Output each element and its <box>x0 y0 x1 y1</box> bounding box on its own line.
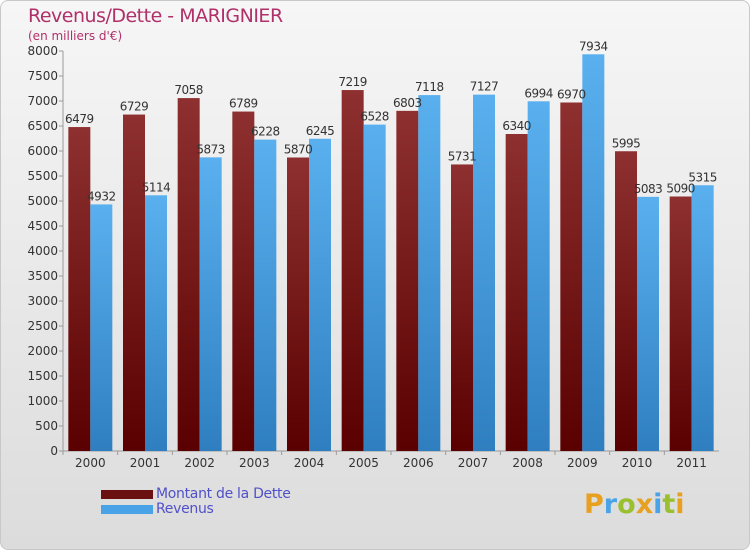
data-label: 7127 <box>470 80 499 94</box>
x-tick-label: 2003 <box>239 456 270 470</box>
y-tick-label: 4000 <box>27 244 58 258</box>
y-tick-label: 0 <box>50 444 58 458</box>
bar-dette <box>177 98 200 451</box>
data-label: 5083 <box>634 182 663 196</box>
data-label: 7058 <box>174 83 203 97</box>
data-label: 6789 <box>229 97 258 111</box>
value-labels: 6479 6729 7058 6789 5870 7219 6803 5731 6340 6970… <box>65 39 717 203</box>
bar-dette <box>615 151 637 451</box>
x-tick-label: 2006 <box>403 456 434 470</box>
data-label: 6970 <box>557 88 586 102</box>
bar-revenus <box>418 95 441 451</box>
bar-revenus <box>363 124 386 451</box>
legend-swatch-debt <box>101 490 153 499</box>
data-label: 4932 <box>87 189 116 203</box>
bar-revenus <box>691 185 714 451</box>
logo-letter: P <box>584 489 604 520</box>
bar-dette <box>451 164 473 451</box>
chart-title: Revenus/Dette - MARIGNIER <box>28 5 283 27</box>
y-tick-label: 3500 <box>27 269 58 283</box>
logo-letter: r <box>603 489 618 520</box>
proxiti-logo: Proxiti <box>584 489 685 520</box>
bar-dette <box>396 110 419 451</box>
y-tick-label: 4500 <box>27 219 58 233</box>
logo-letter: i <box>653 489 663 520</box>
y-tick-label: 500 <box>35 419 58 433</box>
legend-label-revenus: Revenus <box>156 501 214 517</box>
y-tick-label: 6000 <box>27 144 58 158</box>
x-tick-label: 2010 <box>622 456 653 470</box>
y-tick-label: 7500 <box>27 69 58 83</box>
y-tick-label: 6500 <box>27 119 58 133</box>
data-label: 7219 <box>338 75 367 89</box>
x-tick-label: 2004 <box>294 456 325 470</box>
data-label: 6245 <box>306 124 335 138</box>
bar-revenus <box>90 204 113 451</box>
bar-revenus <box>254 139 277 451</box>
x-tick-label: 2008 <box>512 456 543 470</box>
bar-dette <box>232 111 255 452</box>
y-tick-label: 1500 <box>27 369 58 383</box>
x-tick-label: 2011 <box>676 456 707 470</box>
bar-dette <box>560 102 583 451</box>
y-tick-label: 8000 <box>27 44 58 58</box>
data-label: 5090 <box>666 182 695 196</box>
x-tick-label: 2007 <box>458 456 489 470</box>
bar-dette <box>287 157 309 451</box>
data-label: 5731 <box>448 149 477 163</box>
data-label: 6729 <box>120 100 149 114</box>
data-label: 6994 <box>524 86 553 100</box>
data-label: 5873 <box>196 142 225 156</box>
legend-swatch-revenus <box>101 505 153 514</box>
x-tick-label: 2005 <box>348 456 379 470</box>
bar-dette <box>123 114 145 452</box>
bar-revenus <box>473 94 495 452</box>
bar-revenus <box>527 101 550 452</box>
chart-subtitle: (en milliers d'€) <box>28 29 123 43</box>
bar-dette <box>505 134 528 451</box>
x-tick-label: 2001 <box>130 456 161 470</box>
logo-letter: t <box>662 489 676 520</box>
logo-letter: o <box>617 489 636 520</box>
data-label: 7934 <box>579 39 608 53</box>
y-tick-label: 3000 <box>27 294 58 308</box>
bar-revenus <box>199 157 222 451</box>
data-label: 6528 <box>360 110 389 124</box>
bar-revenus <box>309 138 331 451</box>
legend-label-debt: Montant de la Dette <box>156 486 291 502</box>
data-label: 6228 <box>251 125 280 139</box>
axes: 0 500 1000 1500 2000 2500 3000 3500 4000 4500 5000… <box>27 44 719 470</box>
y-tick-label: 7000 <box>27 94 58 108</box>
y-tick-label: 2000 <box>27 344 58 358</box>
y-tick-label: 5500 <box>27 169 58 183</box>
data-label: 6803 <box>393 96 422 110</box>
data-label: 6479 <box>65 112 94 126</box>
data-label: 5995 <box>612 136 641 150</box>
x-tick-label: 2000 <box>75 456 106 470</box>
x-tick-label: 2009 <box>567 456 598 470</box>
bar-revenus <box>582 54 605 452</box>
bar-dette <box>68 127 91 452</box>
x-tick-label: 2002 <box>184 456 215 470</box>
bar-dette <box>669 196 692 451</box>
bar-revenus <box>145 195 167 451</box>
y-tick-label: 1000 <box>27 394 58 408</box>
logo-letter: i <box>675 489 685 520</box>
y-tick-label: 5000 <box>27 194 58 208</box>
data-label: 7118 <box>415 80 444 94</box>
bar-revenus <box>637 196 659 451</box>
bar-dette <box>341 90 364 452</box>
data-label: 5315 <box>688 170 717 184</box>
data-label: 5114 <box>142 180 171 194</box>
data-label: 5870 <box>284 143 313 157</box>
logo-letter: x <box>635 489 654 520</box>
y-tick-label: 2500 <box>27 319 58 333</box>
data-label: 6340 <box>502 119 531 133</box>
bars <box>68 54 714 452</box>
